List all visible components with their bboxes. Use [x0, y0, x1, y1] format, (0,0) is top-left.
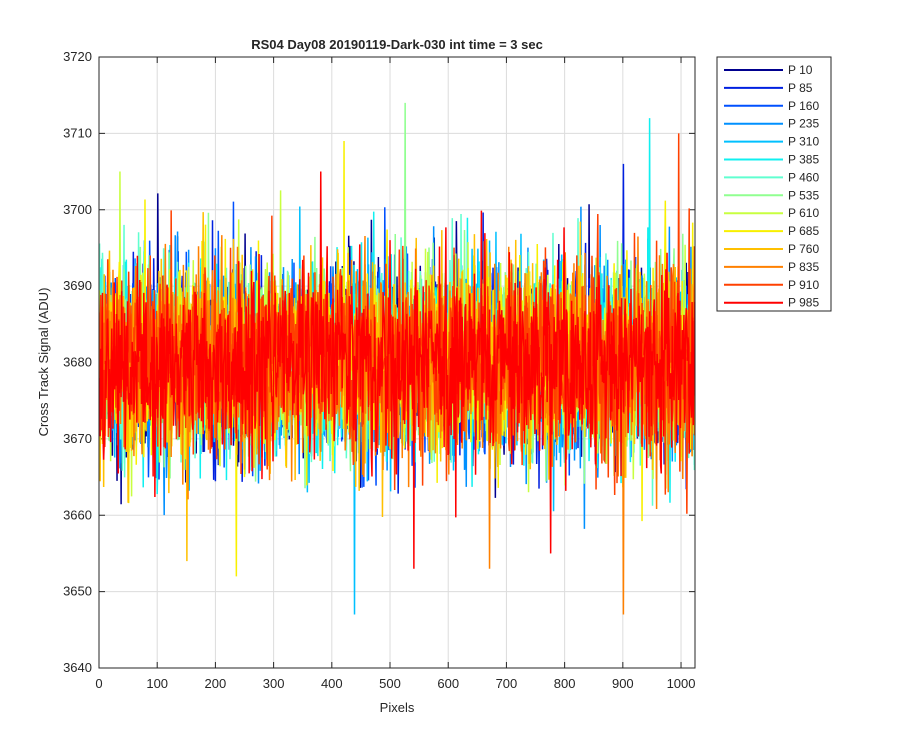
- legend-item[interactable]: P 910: [724, 278, 819, 292]
- legend-item[interactable]: P 235: [724, 117, 819, 131]
- x-tick-label: 0: [95, 676, 102, 691]
- legend[interactable]: P 10 P 85 P 160 P 235 P 310 P 385 P 460 P 535 P …: [716, 56, 832, 312]
- x-tick-label: 1000: [667, 676, 696, 691]
- plot-frame: [98, 56, 696, 669]
- y-tick-label: 3720: [63, 49, 92, 64]
- y-tick-label: 3670: [63, 431, 92, 446]
- legend-label: P 535: [788, 188, 819, 202]
- x-tick-label: 400: [321, 676, 343, 691]
- y-tick-label: 3680: [63, 355, 92, 370]
- legend-label: P 10: [788, 63, 813, 77]
- x-axis-label: Pixels: [380, 700, 415, 715]
- legend-item[interactable]: P 85: [724, 81, 813, 95]
- legend-label: P 160: [788, 99, 819, 113]
- y-tick-label: 3710: [63, 125, 92, 140]
- y-tick-label: 3660: [63, 507, 92, 522]
- x-tick-label: 800: [554, 676, 576, 691]
- y-tick-label: 3640: [63, 660, 92, 675]
- legend-items: P 10 P 85 P 160 P 235 P 310 P 385 P 460 P 535 P …: [724, 63, 819, 310]
- legend-item[interactable]: P 310: [724, 135, 819, 149]
- x-tick-label: 100: [146, 676, 168, 691]
- y-tick-label: 3690: [63, 278, 92, 293]
- y-tick-label: 3700: [63, 202, 92, 217]
- legend-item[interactable]: P 385: [724, 153, 819, 167]
- legend-label: P 685: [788, 224, 819, 238]
- data-series: [99, 102, 695, 615]
- legend-item[interactable]: P 760: [724, 242, 819, 256]
- legend-item[interactable]: P 10: [724, 63, 813, 77]
- x-tick-label: 300: [263, 676, 285, 691]
- legend-item[interactable]: P 835: [724, 260, 819, 274]
- legend-item[interactable]: P 610: [724, 206, 819, 220]
- legend-box: [716, 56, 832, 312]
- legend-item[interactable]: P 535: [724, 188, 819, 202]
- legend-label: P 85: [788, 81, 813, 95]
- legend-item[interactable]: P 160: [724, 99, 819, 113]
- x-tick-label: 200: [205, 676, 227, 691]
- legend-label: P 235: [788, 117, 819, 131]
- y-tick-label: 3650: [63, 584, 92, 599]
- x-tick-label: 600: [437, 676, 459, 691]
- x-axis-ticks: 0 100 200 300 400 500 600 700 800 900 1000: [95, 57, 695, 691]
- legend-label: P 835: [788, 260, 819, 274]
- legend-label: P 610: [788, 206, 819, 220]
- legend-label: P 385: [788, 153, 819, 167]
- legend-item[interactable]: P 460: [724, 170, 819, 184]
- legend-label: P 310: [788, 135, 819, 149]
- legend-item[interactable]: P 685: [724, 224, 819, 238]
- x-tick-label: 700: [496, 676, 518, 691]
- legend-label: P 460: [788, 170, 819, 184]
- y-axis-ticks: 3640 3650 3660 3670 3680 3690 3700 3710 3720: [63, 49, 695, 675]
- legend-item[interactable]: P 985: [724, 296, 819, 310]
- legend-label: P 985: [788, 296, 819, 310]
- series-line-p-985: [99, 171, 695, 569]
- x-tick-label: 500: [379, 676, 401, 691]
- legend-label: P 760: [788, 242, 819, 256]
- x-tick-label: 900: [612, 676, 634, 691]
- chart-title: RS04 Day08 20190119-Dark-030 int time = …: [251, 37, 543, 52]
- legend-label: P 910: [788, 278, 819, 292]
- y-axis-label: Cross Track Signal (ADU): [36, 288, 51, 437]
